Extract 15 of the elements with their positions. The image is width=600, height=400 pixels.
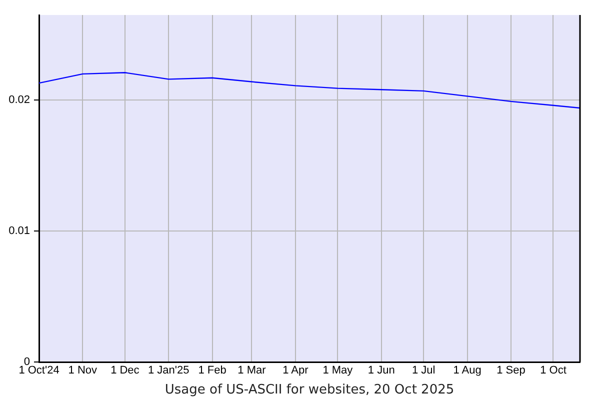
x-tick-label: 1 Oct [540, 364, 566, 377]
y-tick-label: 0.02 [8, 94, 30, 106]
x-axis-title: Usage of US-ASCII for websites, 20 Oct 2025 [164, 382, 454, 398]
y-tick-label: 0.01 [8, 225, 30, 238]
x-tick-label: 1 Sep [496, 364, 526, 377]
x-tick-label: 1 May [322, 364, 354, 377]
x-tick-label: 1 Nov [68, 364, 98, 377]
x-tick-label: 1 Jun [368, 364, 395, 377]
x-tick-label: 1 Aug [453, 364, 482, 377]
x-tick-label: 1 Feb [198, 364, 226, 377]
x-tick-label: 1 Jul [412, 364, 436, 377]
x-tick-label: 1 Mar [238, 364, 266, 377]
x-tick-label: 1 Jan'25 [148, 364, 190, 377]
x-tick-label: 1 Dec [110, 364, 140, 377]
x-tick-label: 1 Apr [282, 364, 309, 377]
